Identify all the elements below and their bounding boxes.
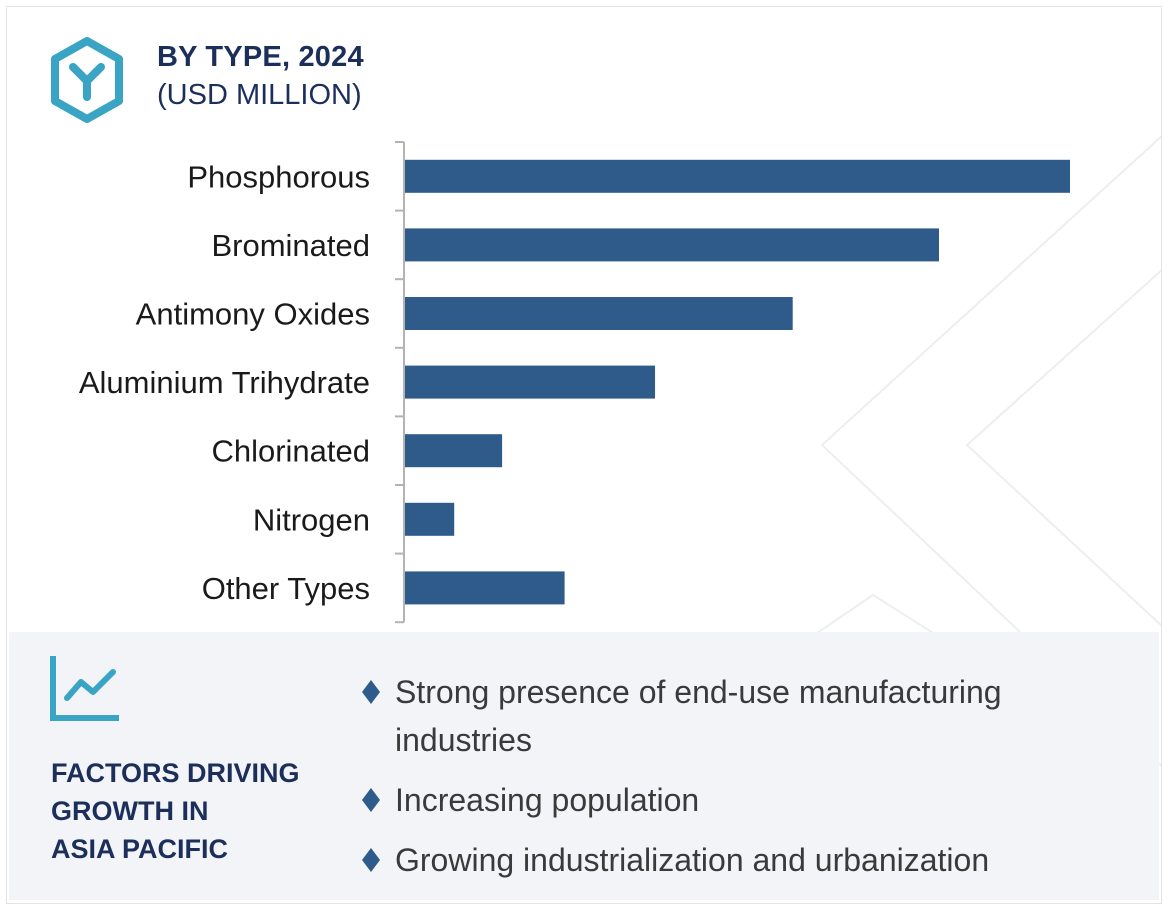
factor-item: Strong presence of end-use manufacturing… — [357, 668, 1117, 764]
growth-factors-panel: FACTORS DRIVING GROWTH IN ASIA PACIFIC S… — [9, 632, 1159, 900]
factors-title-line: ASIA PACIFIC — [51, 834, 229, 864]
diamond-bullet-icon — [362, 848, 380, 872]
category-label: Antimony Oxides — [136, 297, 370, 332]
bar — [405, 228, 939, 262]
chart-subtitle: (USD MILLION) — [157, 79, 362, 111]
bar — [405, 571, 565, 605]
bar — [405, 297, 793, 330]
category-label: Brominated — [211, 228, 370, 263]
hexagon-y-icon — [51, 37, 123, 123]
factor-text: Increasing population — [395, 782, 700, 818]
category-label: Other Types — [202, 571, 370, 606]
diamond-bullet-icon — [362, 788, 380, 812]
line-chart-icon — [50, 656, 119, 721]
category-label: Chlorinated — [211, 434, 370, 469]
chart-title: BY TYPE, 2024 — [157, 41, 364, 73]
category-label: Phosphorous — [187, 159, 370, 194]
bar — [405, 159, 1070, 193]
diamond-bullet-icon — [362, 680, 380, 704]
factors-title: FACTORS DRIVING GROWTH IN ASIA PACIFIC — [51, 754, 331, 868]
bar — [405, 434, 503, 468]
bar-chart: Phosphorous Brominated Antimony Oxides Alum… — [79, 141, 1070, 624]
bar — [405, 502, 455, 536]
factor-text: Strong presence of end-use manufacturing… — [395, 674, 1002, 758]
market-card: BY TYPE, 2024 (USD MILLION) Phosphorous B… — [6, 6, 1162, 904]
factors-list: Strong presence of end-use manufacturing… — [357, 668, 1117, 896]
factor-item: Growing industrialization and urbanizati… — [357, 836, 1117, 884]
chart-header: BY TYPE, 2024 (USD MILLION) — [7, 7, 1161, 137]
factor-item: Increasing population — [357, 776, 1117, 824]
factor-text: Growing industrialization and urbanizati… — [395, 842, 990, 878]
factors-title-line: FACTORS DRIVING — [51, 758, 300, 788]
bar — [405, 365, 656, 399]
category-label: Nitrogen — [253, 502, 370, 537]
category-label: Aluminium Trihydrate — [79, 365, 370, 400]
factors-title-line: GROWTH IN — [51, 796, 209, 826]
